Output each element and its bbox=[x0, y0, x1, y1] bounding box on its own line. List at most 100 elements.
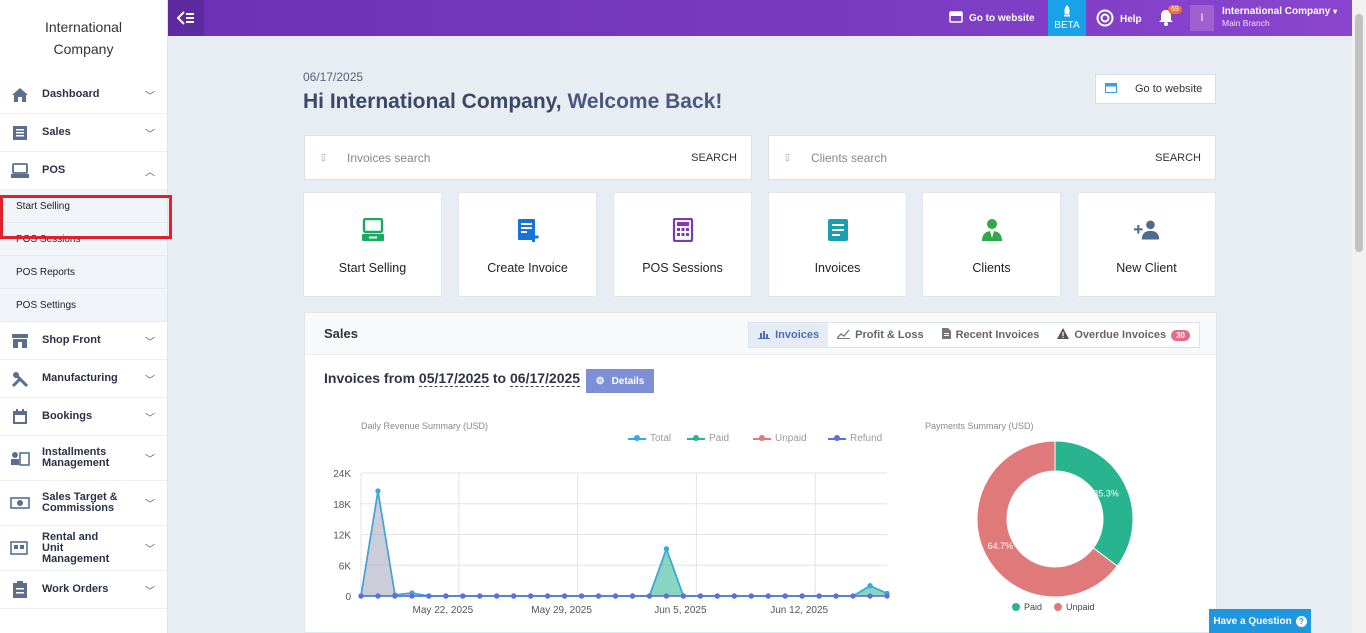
sidebar-item-sales-target-commissions[interactable]: Sales Target & Commissions ﹀ bbox=[0, 481, 167, 526]
point-refund bbox=[884, 593, 890, 599]
legend-label: Paid bbox=[709, 433, 730, 444]
point-refund bbox=[816, 593, 822, 599]
sales-tabs: Invoices Profit & Loss Recent Invoices O… bbox=[748, 322, 1200, 348]
legend-paid[interactable]: Paid bbox=[687, 433, 729, 444]
sidebar-item-manufacturing[interactable]: Manufacturing ﹀ bbox=[0, 360, 167, 398]
point-refund bbox=[528, 593, 534, 599]
bell-icon bbox=[1158, 10, 1174, 30]
sidebar-item-dashboard[interactable]: Dashboard ﹀ bbox=[0, 76, 167, 114]
gear-icon: ⚙ bbox=[595, 375, 605, 387]
point-refund bbox=[799, 593, 805, 599]
payments-chart-title: Payments Summary (USD) bbox=[925, 421, 1034, 431]
point-refund bbox=[612, 593, 619, 599]
create-invoice-icon bbox=[515, 217, 541, 243]
sidebar-item-sales[interactable]: Sales ﹀ bbox=[0, 114, 167, 152]
calendar-icon bbox=[10, 407, 30, 427]
sidebar-item-label: Installments Management bbox=[42, 446, 110, 469]
shortcut-label: Invoices bbox=[814, 261, 861, 275]
sidebar-subitem-pos-sessions[interactable]: POS Sessions bbox=[0, 223, 167, 256]
invoices-search[interactable]: ▯ Invoices search SEARCH bbox=[304, 135, 752, 180]
shortcut-invoices[interactable]: Invoices bbox=[768, 192, 907, 297]
tab-invoices[interactable]: Invoices bbox=[749, 323, 829, 347]
area-paid bbox=[361, 548, 887, 596]
shortcut-start-selling[interactable]: Start Selling bbox=[303, 192, 442, 297]
clients-search[interactable]: ▯ Clients search SEARCH bbox=[768, 135, 1216, 180]
question-icon: ? bbox=[1295, 615, 1307, 627]
slice-label: 64.7% bbox=[988, 541, 1014, 551]
point-refund bbox=[697, 593, 703, 599]
legend-unpaid[interactable]: Unpaid bbox=[753, 433, 807, 444]
point-refund bbox=[358, 593, 364, 599]
help-link[interactable]: Help bbox=[1096, 9, 1142, 30]
range-to-date[interactable]: 06/17/2025 bbox=[510, 370, 581, 387]
help-label: Help bbox=[1120, 14, 1142, 25]
chevron-up-icon: ︿ bbox=[145, 167, 155, 178]
point-refund bbox=[392, 593, 398, 599]
sidebar-item-rental-and-unit-management[interactable]: Rental and Unit Management ﹀ bbox=[0, 526, 167, 571]
slice-unpaid[interactable] bbox=[977, 441, 1118, 598]
rental-icon bbox=[10, 538, 30, 558]
shortcut-new-client[interactable]: New Client bbox=[1077, 192, 1216, 297]
point-refund bbox=[443, 593, 449, 599]
tab-profit-loss[interactable]: Profit & Loss bbox=[828, 323, 932, 347]
point-refund bbox=[426, 593, 432, 599]
sidebar-subitem-pos-reports[interactable]: POS Reports bbox=[0, 256, 167, 289]
sidebar-item-installments-management[interactable]: Installments Management ﹀ bbox=[0, 436, 167, 481]
point-refund bbox=[833, 593, 839, 599]
notifications-button[interactable]: 69 bbox=[1158, 5, 1182, 30]
lifebuoy-icon bbox=[1096, 9, 1114, 30]
user-menu[interactable]: International Company ▾ Main Branch bbox=[1222, 6, 1337, 28]
shortcut-create-invoice[interactable]: Create Invoice bbox=[458, 192, 597, 297]
y-tick-label: 6K bbox=[339, 561, 352, 572]
shortcut-clients[interactable]: Clients bbox=[922, 192, 1061, 297]
go-to-website-button[interactable]: Go to website bbox=[1095, 74, 1216, 104]
legend-refund[interactable]: Refund bbox=[828, 433, 882, 444]
sidebar-item-pos[interactable]: POS ︿ bbox=[0, 152, 167, 190]
y-tick-label: 24K bbox=[333, 469, 351, 480]
sales-title: Sales bbox=[324, 326, 358, 341]
sidebar-item-bookings[interactable]: Bookings ﹀ bbox=[0, 398, 167, 436]
point-refund bbox=[663, 593, 670, 599]
x-tick-label: Jun 5, 2025 bbox=[654, 605, 707, 616]
point-refund bbox=[460, 593, 466, 599]
tab-overdue-invoices-label: Overdue Invoices bbox=[1074, 329, 1167, 341]
clients-search-button[interactable]: SEARCH bbox=[1155, 151, 1201, 164]
company-logo-text: International Company bbox=[44, 19, 123, 57]
user-company: International Company bbox=[1222, 6, 1331, 17]
shortcut-pos-sessions[interactable]: POS Sessions bbox=[613, 192, 752, 297]
tab-overdue-invoices[interactable]: Overdue Invoices 30 bbox=[1048, 323, 1199, 347]
clients-search-input[interactable]: Clients search bbox=[811, 150, 888, 165]
page-scrollbar[interactable] bbox=[1352, 0, 1366, 633]
sidebar-item-work-orders[interactable]: Work Orders ﹀ bbox=[0, 571, 167, 609]
x-tick-label: Jun 12, 2025 bbox=[770, 605, 828, 616]
search-icon: ▯ bbox=[785, 152, 790, 162]
legend-total[interactable]: Total bbox=[628, 433, 671, 444]
invoices-search-input[interactable]: Invoices search bbox=[347, 150, 431, 165]
beta-button[interactable]: BETA bbox=[1048, 0, 1086, 36]
go-to-website-link[interactable]: Go to website bbox=[949, 11, 1035, 26]
collapse-menu-icon[interactable] bbox=[168, 0, 204, 36]
invoices-search-button[interactable]: SEARCH bbox=[691, 151, 737, 164]
storefront-icon bbox=[10, 331, 30, 351]
tab-recent-invoices[interactable]: Recent Invoices bbox=[933, 323, 1049, 347]
range-to-word: to bbox=[492, 370, 507, 386]
sidebar-subitem-pos-settings[interactable]: POS Settings bbox=[0, 289, 167, 322]
sidebar: International Company Dashboard ﹀ Sales ﹀ PO… bbox=[0, 0, 168, 633]
legend-unpaid[interactable]: Unpaid bbox=[1054, 602, 1095, 612]
point-refund bbox=[714, 593, 720, 599]
point-refund bbox=[680, 593, 686, 599]
greeting: Hi International Company, bbox=[303, 90, 562, 113]
sidebar-item-shop-front[interactable]: Shop Front ﹀ bbox=[0, 322, 167, 360]
have-a-question-button[interactable]: Have a Question ? bbox=[1209, 609, 1311, 633]
slice-paid[interactable] bbox=[1054, 441, 1134, 567]
legend-paid[interactable]: Paid bbox=[1012, 602, 1042, 612]
avatar[interactable]: I bbox=[1190, 5, 1214, 31]
pos-terminal-icon bbox=[360, 217, 386, 243]
point-refund bbox=[375, 593, 381, 599]
rocket-icon bbox=[1062, 5, 1072, 20]
details-button[interactable]: ⚙ Details bbox=[586, 369, 654, 393]
scrollbar-thumb[interactable] bbox=[1355, 14, 1363, 252]
chevron-down-icon: ﹀ bbox=[145, 413, 155, 424]
sidebar-item-label: POS bbox=[42, 164, 66, 176]
range-from-date[interactable]: 05/17/2025 bbox=[418, 370, 489, 387]
